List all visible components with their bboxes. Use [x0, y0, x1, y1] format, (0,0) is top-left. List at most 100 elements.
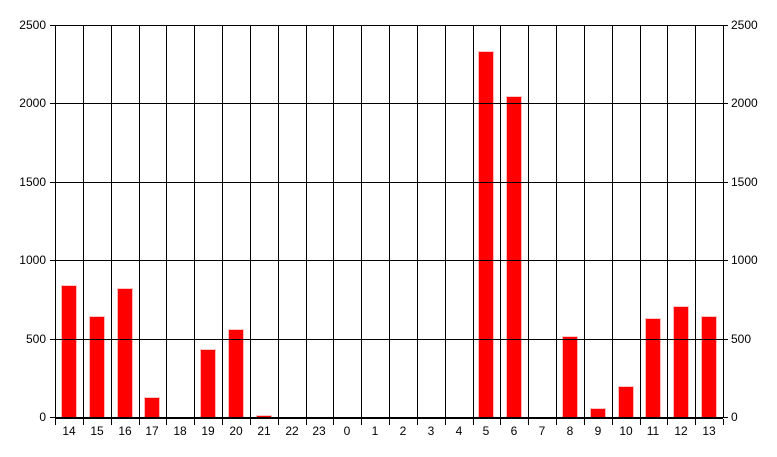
- x-gridline: [500, 25, 501, 417]
- x-tick: [83, 419, 84, 425]
- y-axis-tick-label: 1000: [19, 253, 46, 267]
- y-tick-left: [50, 260, 55, 261]
- y-tick-right: [723, 417, 728, 418]
- x-axis-tick-label: 21: [257, 424, 271, 438]
- x-tick: [667, 419, 668, 425]
- bar: [117, 288, 133, 417]
- x-axis-tick-label: 9: [594, 424, 602, 438]
- x-tick: [306, 419, 307, 425]
- x-axis-tick-label: 15: [90, 424, 104, 438]
- x-axis-tick-label: 22: [285, 424, 299, 438]
- bar: [61, 285, 77, 417]
- x-tick: [111, 419, 112, 425]
- x-tick: [55, 419, 56, 425]
- y-tick-left: [50, 25, 55, 26]
- x-gridline: [194, 25, 195, 417]
- y-tick-right: [723, 182, 728, 183]
- x-axis-tick-label: 10: [619, 424, 633, 438]
- x-axis-tick-label: 5: [482, 424, 490, 438]
- x-gridline: [584, 25, 585, 417]
- y-axis-tick-label: 2000: [19, 96, 46, 110]
- y-tick-right: [723, 103, 728, 104]
- x-gridline: [612, 25, 613, 417]
- y-tick-left: [50, 182, 55, 183]
- x-gridline: [250, 25, 251, 417]
- x-gridline: [640, 25, 641, 417]
- x-tick: [528, 419, 529, 425]
- x-tick: [445, 419, 446, 425]
- x-gridline: [389, 25, 390, 417]
- y-axis-tick-label: 0: [731, 410, 738, 424]
- y-axis-tick-label: 1000: [731, 253, 758, 267]
- x-axis-tick-label: 17: [145, 424, 159, 438]
- x-gridline: [55, 25, 56, 417]
- y-axis-tick-label: 1500: [19, 175, 46, 189]
- x-tick: [556, 419, 557, 425]
- x-tick: [417, 419, 418, 425]
- bar: [701, 316, 717, 417]
- x-gridline: [667, 25, 668, 417]
- x-tick: [612, 419, 613, 425]
- x-gridline: [556, 25, 557, 417]
- x-gridline: [723, 25, 724, 417]
- x-gridline: [361, 25, 362, 417]
- bar: [144, 397, 160, 417]
- x-gridline: [473, 25, 474, 417]
- x-axis-tick-label: 7: [538, 424, 546, 438]
- x-tick: [500, 419, 501, 425]
- x-axis-tick-label: 14: [62, 424, 76, 438]
- x-tick: [695, 419, 696, 425]
- bar: [256, 415, 272, 417]
- x-tick: [222, 419, 223, 425]
- x-axis-tick-label: 1: [371, 424, 379, 438]
- x-tick: [139, 419, 140, 425]
- x-gridline: [83, 25, 84, 417]
- x-axis-tick-label: 4: [455, 424, 463, 438]
- x-gridline: [222, 25, 223, 417]
- x-axis-tick-label: 19: [201, 424, 215, 438]
- x-axis-tick-label: 2: [399, 424, 407, 438]
- y-tick-right: [723, 260, 728, 261]
- x-axis-tick-label: 13: [702, 424, 716, 438]
- x-axis-tick-label: 23: [312, 424, 326, 438]
- x-gridline: [306, 25, 307, 417]
- x-tick: [166, 419, 167, 425]
- x-axis-tick-label: 6: [510, 424, 518, 438]
- bar: [200, 349, 216, 417]
- x-tick: [584, 419, 585, 425]
- x-gridline: [695, 25, 696, 417]
- x-tick: [473, 419, 474, 425]
- x-axis-tick-label: 12: [674, 424, 688, 438]
- x-axis-tick-label: 0: [343, 424, 351, 438]
- y-tick-left: [50, 103, 55, 104]
- x-axis-tick-label: 20: [229, 424, 243, 438]
- x-tick: [723, 419, 724, 425]
- x-tick: [333, 419, 334, 425]
- x-tick: [194, 419, 195, 425]
- x-gridline: [278, 25, 279, 417]
- x-gridline: [111, 25, 112, 417]
- x-axis-tick-label: 8: [566, 424, 574, 438]
- bar: [618, 386, 634, 417]
- y-axis-tick-label: 2500: [19, 18, 46, 32]
- bar: [506, 96, 522, 417]
- bar: [562, 336, 578, 417]
- y-axis-tick-label: 1500: [731, 175, 758, 189]
- y-tick-left: [50, 417, 55, 418]
- bar: [89, 316, 105, 417]
- y-axis-tick-label: 2000: [731, 96, 758, 110]
- x-tick: [361, 419, 362, 425]
- y-tick-left: [50, 339, 55, 340]
- x-axis-tick-label: 3: [427, 424, 435, 438]
- x-gridline: [445, 25, 446, 417]
- y-tick-right: [723, 339, 728, 340]
- x-tick: [278, 419, 279, 425]
- bar: [590, 408, 606, 417]
- bar: [228, 329, 244, 417]
- x-gridline: [139, 25, 140, 417]
- x-gridline: [417, 25, 418, 417]
- y-tick-right: [723, 25, 728, 26]
- y-axis-tick-label: 0: [39, 410, 46, 424]
- y-axis-tick-label: 500: [25, 332, 46, 346]
